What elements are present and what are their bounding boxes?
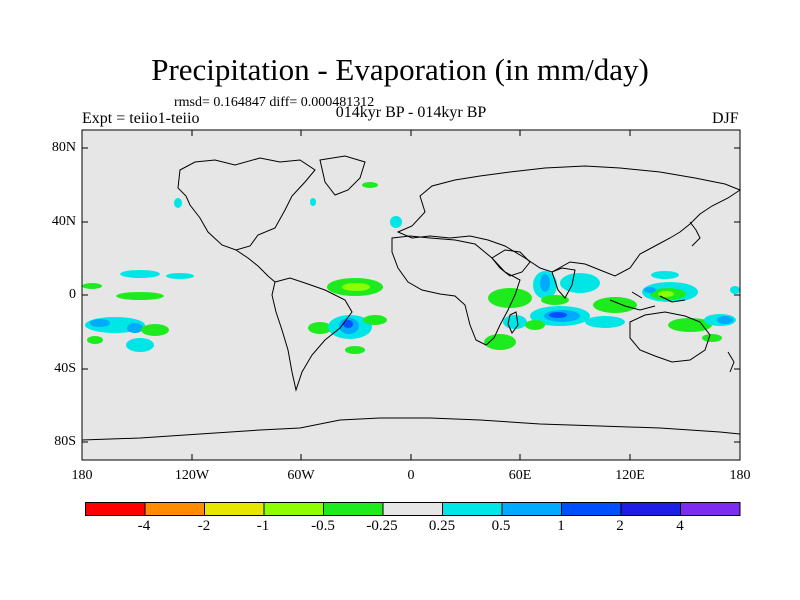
- colorbar-box: [323, 502, 384, 516]
- patch-atlantic-green-5: [362, 182, 378, 188]
- lon-tick-label: 120E: [615, 468, 645, 483]
- coastline-arabia: [491, 249, 531, 277]
- patch-pacific-cyan-4: [126, 338, 154, 352]
- colorbar-box: [561, 502, 622, 516]
- coastline-north-america: [177, 157, 316, 251]
- coastline-japan: [689, 221, 701, 247]
- patch-indian-blue-3: [549, 312, 567, 318]
- lat-tick-label: 80N: [51, 140, 76, 155]
- colorbar-box: [85, 502, 146, 516]
- season-label: DJF: [712, 110, 739, 127]
- patch-pacific-green-3: [141, 324, 169, 336]
- stats-line: rmsd= 0.164847 diff= 0.000481312: [174, 95, 375, 110]
- patch-atlantic-cyan-3: [310, 198, 316, 206]
- patch-pacific-green-2: [116, 292, 164, 300]
- colorbar-box: [382, 502, 443, 516]
- coastline-eurasia: [396, 165, 742, 277]
- lon-tick-label: 0: [407, 468, 415, 483]
- patch-indian-green-1: [488, 288, 532, 308]
- patch-wpac-cyan-1: [651, 271, 679, 279]
- patch-wpac-blue-1: [644, 287, 656, 293]
- patch-indian-green-2: [541, 295, 569, 305]
- patch-atlantic-green-3: [363, 315, 387, 325]
- coastline-india: [551, 267, 576, 299]
- tick-marks: [82, 130, 740, 460]
- colorbar-label: -0.25: [366, 518, 398, 534]
- colorbar-box: [442, 502, 503, 516]
- lon-tick-label: 60E: [508, 468, 532, 483]
- colorbar-label: 1: [557, 518, 565, 534]
- patch-indian-green-5: [525, 320, 545, 330]
- colorbar-box: [680, 502, 741, 516]
- colorbar-box: [204, 502, 265, 516]
- colorbar-label: 2: [616, 518, 624, 534]
- patch-wpac-blue-2: [717, 316, 733, 324]
- map-background: [82, 130, 740, 460]
- colorbar-label: -1: [256, 518, 270, 534]
- colorbar-label: 0.25: [428, 518, 456, 534]
- coastline-madagascar: [507, 311, 519, 334]
- colorbar-label: -4: [137, 518, 151, 534]
- patch-indian-cyan-2: [560, 273, 600, 293]
- map-title: Precipitation - Evaporation (in mm/day): [151, 52, 649, 87]
- coastline-central-america: [235, 249, 276, 283]
- patch-indian-blue-1: [540, 274, 550, 292]
- colorbar-label: -0.5: [311, 518, 335, 534]
- colorbar-box: [144, 502, 205, 516]
- patch-atlantic-green-4: [345, 346, 365, 354]
- colorbar-box: [501, 502, 562, 516]
- lon-tick-label: 180: [71, 468, 93, 483]
- patch-pacific-blue-1: [90, 319, 110, 327]
- coastline-australia: [629, 311, 711, 363]
- patch-indian-green-3: [593, 297, 637, 313]
- patch-pacific-blue-2: [127, 323, 143, 333]
- coastline-africa: [391, 235, 521, 346]
- patch-pacific-cyan-2: [166, 273, 194, 279]
- patch-indian-cyan-5: [503, 315, 527, 329]
- anomaly-patches: [82, 182, 740, 354]
- patch-atlantic-blue-2: [343, 320, 353, 328]
- experiment-label: Expt = teiio1-teiio: [82, 110, 200, 127]
- coastline-antarctica: [81, 417, 741, 441]
- lat-tick-label: 40N: [51, 214, 76, 229]
- patch-atlantic-green-2: [308, 322, 332, 334]
- lat-tick-label: 0: [69, 287, 76, 302]
- lon-tick-label: 180: [729, 468, 751, 483]
- coastline-new-zealand: [727, 351, 735, 373]
- colorbar-box: [620, 502, 681, 516]
- patch-indian-green-4: [484, 334, 516, 350]
- patch-wpac-cyan-4: [730, 286, 740, 294]
- coastline-indonesia: [609, 291, 686, 311]
- patch-atlantic-cyan-2: [390, 216, 402, 228]
- patch-wpac-green-2: [668, 318, 712, 332]
- colorbar: [85, 502, 741, 516]
- colorbar-label: 0.5: [491, 518, 511, 534]
- colorbar-box: [263, 502, 324, 516]
- patch-pacific-nw-cyan: [174, 198, 182, 208]
- coastlines: [81, 155, 742, 441]
- patch-wpac-yellowgreen-1: [658, 291, 674, 297]
- period-label: 014kyr BP - 014kyr BP: [335, 104, 487, 121]
- colorbar-label: -2: [197, 518, 211, 534]
- lon-tick-label: 120W: [174, 468, 210, 483]
- patch-atlantic-yellowgreen-1: [342, 283, 370, 291]
- patch-pacific-cyan-1: [120, 270, 160, 278]
- coastline-south-america: [271, 277, 353, 392]
- patch-pacific-green-4: [87, 336, 103, 344]
- lon-tick-label: 60W: [287, 468, 315, 483]
- patch-wpac-green-3: [702, 334, 722, 342]
- patch-pacific-green-1: [82, 283, 102, 289]
- coastline-greenland: [319, 155, 366, 196]
- patch-indian-cyan-4: [585, 316, 625, 328]
- lat-tick-label: 40S: [54, 361, 76, 376]
- lat-tick-label: 80S: [54, 434, 76, 449]
- colorbar-label: 4: [676, 518, 684, 534]
